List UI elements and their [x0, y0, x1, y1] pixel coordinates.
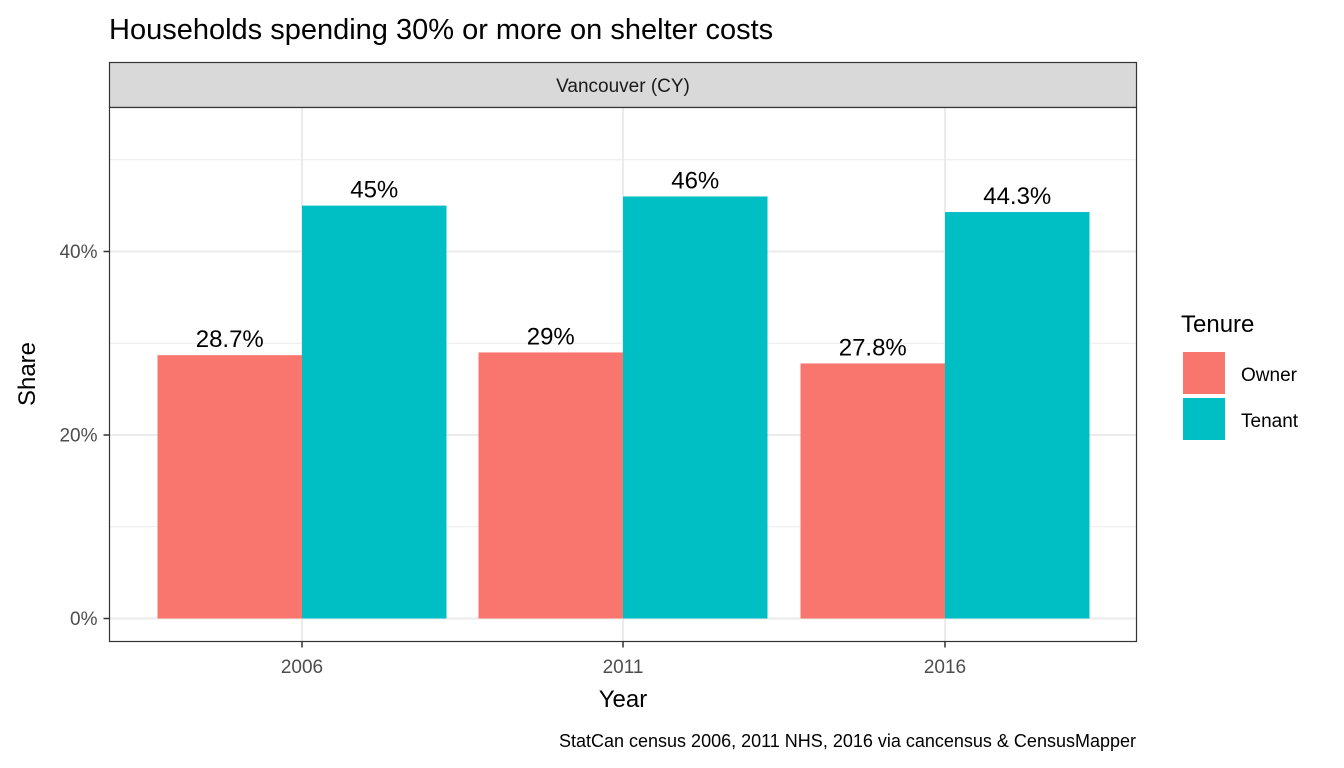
x-tick-label: 2011 [603, 657, 644, 678]
legend-label-tenant: Tenant [1241, 411, 1299, 432]
bar-tenant-2011 [623, 196, 768, 619]
bar-label-owner-2006: 28.7% [196, 326, 264, 353]
legend-title: Tenure [1181, 311, 1254, 338]
bar-label-tenant-2016: 44.3% [983, 183, 1051, 210]
bar-owner-2006 [157, 355, 302, 619]
facet-strip-label: Vancouver (CY) [556, 76, 690, 97]
bar-label-tenant-2006: 45% [350, 177, 398, 204]
y-tick-label: 20% [59, 426, 97, 447]
legend: Tenure Owner Tenant [1181, 311, 1299, 440]
x-tick-label: 2006 [281, 657, 323, 678]
bar-tenant-2016 [945, 212, 1090, 619]
caption: StatCan census 2006, 2011 NHS, 2016 via … [559, 731, 1136, 751]
bar-owner-2011 [478, 352, 623, 619]
y-axis: 0% 20% 40% [59, 242, 110, 630]
x-axis: 2006 2011 2016 [281, 641, 966, 678]
chart-title: Households spending 30% or more on shelt… [109, 14, 773, 46]
y-tick-label: 40% [59, 242, 97, 263]
y-axis-title: Share [14, 342, 41, 406]
bar-tenant-2006 [302, 205, 447, 619]
bar-labels: 28.7% 45% 29% 46% 27.8% 44.3% [196, 167, 1052, 361]
bar-label-owner-2011: 29% [527, 323, 575, 350]
bar-label-tenant-2011: 46% [671, 167, 719, 194]
y-tick-label: 0% [70, 609, 98, 630]
bars [157, 196, 1090, 619]
plot-panel: 28.7% 45% 29% 46% 27.8% 44.3% [108, 106, 1138, 643]
legend-key-owner [1183, 352, 1225, 394]
bar-label-owner-2016: 27.8% [839, 334, 907, 361]
x-tick-label: 2016 [924, 657, 966, 678]
legend-label-owner: Owner [1241, 365, 1298, 386]
facet-strip [108, 61, 1138, 109]
x-axis-title: Year [599, 686, 648, 713]
legend-key-tenant [1183, 398, 1225, 440]
bar-owner-2016 [800, 363, 945, 619]
